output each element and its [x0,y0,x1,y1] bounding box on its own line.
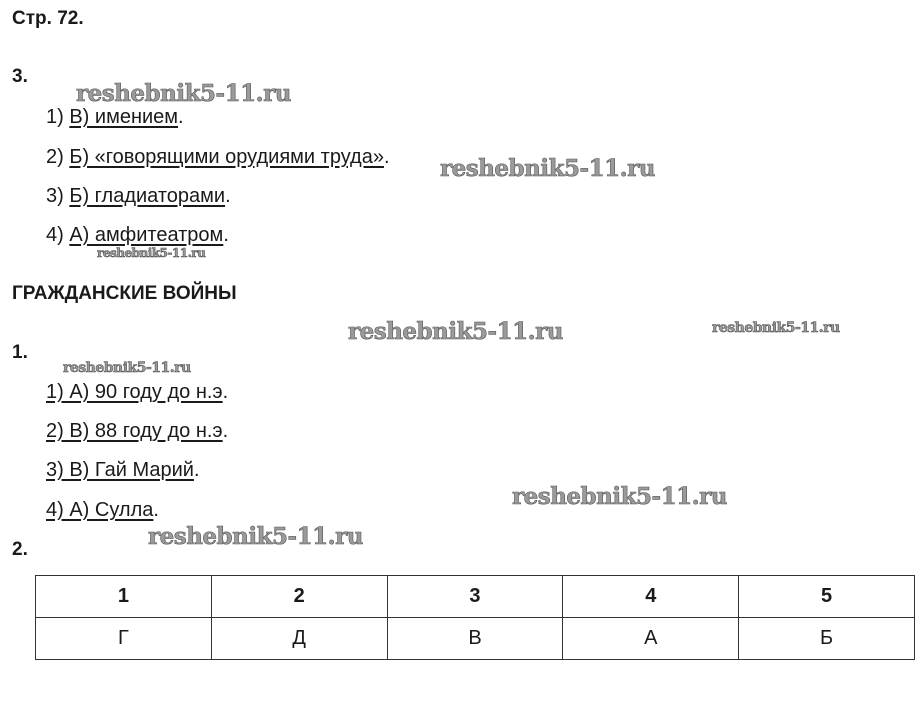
table-cell: Д [210,617,388,660]
table-cell: 1 [35,575,212,618]
watermark: reshebnik5-11.ru [712,320,841,337]
answer-table: 1 2 3 4 5 Г Д В А Б [35,575,915,660]
answer: В) имением [69,106,179,128]
punct: . [222,381,229,403]
item-number: 4) [46,224,70,246]
table-row: Г Д В А Б [35,617,915,660]
table-cell: 3 [386,575,564,618]
table-cell: В [386,617,564,660]
punct: . [222,420,229,442]
task-1-item: 1) А) 90 году до н.э. [46,380,228,404]
watermark: reshebnik5-11.ru [440,155,656,183]
watermark: reshebnik5-11.ru [512,483,728,511]
task-3-number: 3. [12,66,28,87]
item-number: 3) [46,185,70,207]
punct: . [383,146,390,168]
task-3-item: 3) Б) гладиаторами. [46,184,231,208]
table-cell: Г [35,617,212,660]
task-1-item: 2) В) 88 году до н.э. [46,419,228,443]
table-cell: А [562,617,740,660]
task-3-item: 1) В) имением. [46,105,184,129]
watermark: reshebnik5-11.ru [148,523,364,551]
table-cell: Б [738,617,915,660]
task-3-item: 2) Б) «говорящими орудиями труда». [46,145,390,169]
item-number: 1) [46,106,70,128]
answer: 3) В) Гай Марий [46,459,194,481]
task-1-item: 4) А) Сулла. [46,498,159,522]
answer: 4) А) Сулла [46,499,154,521]
watermark: reshebnik5-11.ru [63,360,192,377]
watermark: reshebnik5-11.ru [97,246,206,261]
item-number: 2) [46,146,70,168]
table-header-row: 1 2 3 4 5 [35,575,915,618]
punct: . [153,499,159,521]
punct: . [225,185,231,207]
punct: . [178,106,184,128]
page-label: Стр. 72. [12,8,84,29]
section-title: ГРАЖДАНСКИЕ ВОЙНЫ [12,283,237,304]
punct: . [223,224,229,246]
table-cell: 4 [562,575,740,618]
watermark: reshebnik5-11.ru [76,80,292,108]
task-3-item: 4) А) амфитеатром. [46,223,229,247]
watermark: reshebnik5-11.ru [348,318,564,346]
punct: . [193,459,200,481]
answer: 1) А) 90 году до н.э [46,381,223,403]
answer: Б) гладиаторами [69,185,226,207]
answer: 2) В) 88 году до н.э [46,420,223,442]
table-cell: 5 [738,575,915,618]
task-1-number: 1. [12,342,28,363]
answer: А) амфитеатром [69,224,224,246]
task-2-number: 2. [12,539,28,560]
table-cell: 2 [210,575,388,618]
answer: Б) «говорящими орудиями труда» [69,146,384,168]
task-1-item: 3) В) Гай Марий. [46,458,200,482]
